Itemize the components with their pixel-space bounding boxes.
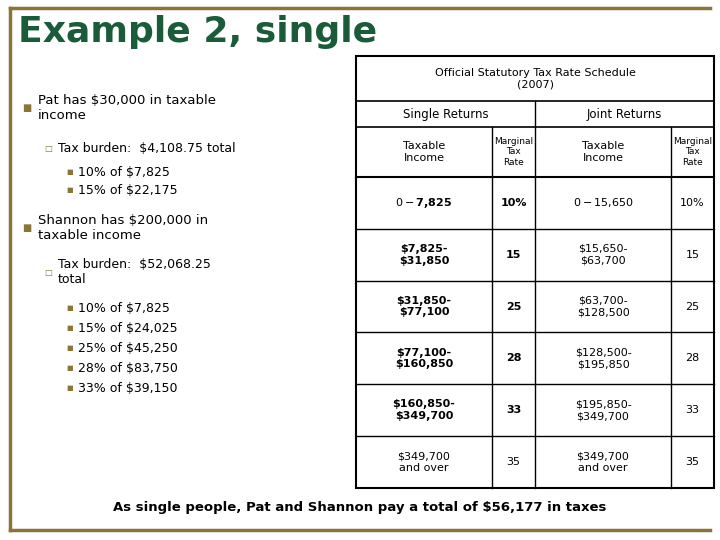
Text: Shannon has $200,000 in
taxable income: Shannon has $200,000 in taxable income — [38, 214, 208, 242]
Text: Pat has $30,000 in taxable
income: Pat has $30,000 in taxable income — [38, 94, 216, 122]
Text: $195,850-
$349,700: $195,850- $349,700 — [575, 400, 631, 421]
Text: ■: ■ — [66, 187, 73, 193]
Text: $77,100-
$160,850: $77,100- $160,850 — [395, 348, 453, 369]
Text: $128,500-
$195,850: $128,500- $195,850 — [575, 348, 631, 369]
Text: 25: 25 — [685, 301, 700, 312]
Text: 28: 28 — [505, 353, 521, 363]
Text: 35: 35 — [507, 457, 521, 467]
Text: 15: 15 — [506, 249, 521, 260]
Text: Tax burden:  $52,068.25
total: Tax burden: $52,068.25 total — [58, 258, 211, 286]
Text: □: □ — [44, 144, 52, 152]
Text: ■: ■ — [66, 385, 73, 391]
Text: $349,700
and over: $349,700 and over — [577, 451, 629, 473]
Text: Single Returns: Single Returns — [402, 107, 488, 121]
Text: ■: ■ — [22, 103, 31, 113]
Text: Marginal
Tax
Rate: Marginal Tax Rate — [673, 137, 712, 167]
Text: 15% of $24,025: 15% of $24,025 — [78, 321, 178, 334]
Text: □: □ — [44, 267, 52, 276]
Text: Official Statutory Tax Rate Schedule
(2007): Official Statutory Tax Rate Schedule (20… — [435, 68, 636, 90]
Text: $0-$7,825: $0-$7,825 — [395, 196, 453, 210]
Text: 25: 25 — [506, 301, 521, 312]
Text: ■: ■ — [66, 305, 73, 311]
Text: Joint Returns: Joint Returns — [587, 107, 662, 121]
Text: Example 2, single: Example 2, single — [18, 15, 377, 49]
Text: ■: ■ — [66, 365, 73, 371]
Text: ■: ■ — [66, 325, 73, 331]
Text: $349,700
and over: $349,700 and over — [397, 451, 451, 473]
Text: 25% of $45,250: 25% of $45,250 — [78, 341, 178, 354]
Text: 15% of $22,175: 15% of $22,175 — [78, 184, 178, 197]
Text: ■: ■ — [66, 345, 73, 351]
Text: As single people, Pat and Shannon pay a total of $56,177 in taxes: As single people, Pat and Shannon pay a … — [113, 501, 607, 514]
Text: $160,850-
$349,700: $160,850- $349,700 — [392, 400, 456, 421]
Text: $0-$15,650: $0-$15,650 — [572, 197, 634, 210]
Text: Taxable
Income: Taxable Income — [403, 141, 445, 163]
Text: $7,825-
$31,850: $7,825- $31,850 — [399, 244, 449, 266]
Text: 10%: 10% — [500, 198, 527, 208]
Text: ■: ■ — [22, 223, 31, 233]
Text: 10% of $7,825: 10% of $7,825 — [78, 165, 170, 179]
Text: $15,650-
$63,700: $15,650- $63,700 — [578, 244, 628, 266]
Bar — [356, 56, 714, 488]
Text: Taxable
Income: Taxable Income — [582, 141, 624, 163]
Text: 15: 15 — [685, 249, 700, 260]
Text: Marginal
Tax
Rate: Marginal Tax Rate — [494, 137, 533, 167]
Text: 10% of $7,825: 10% of $7,825 — [78, 301, 170, 314]
Text: 35: 35 — [685, 457, 700, 467]
Text: $63,700-
$128,500: $63,700- $128,500 — [577, 296, 629, 318]
Text: 28: 28 — [685, 353, 700, 363]
Text: 33: 33 — [506, 405, 521, 415]
Text: 28% of $83,750: 28% of $83,750 — [78, 361, 178, 375]
Text: 10%: 10% — [680, 198, 705, 208]
Text: $31,850-
$77,100: $31,850- $77,100 — [397, 296, 451, 318]
Text: ■: ■ — [66, 169, 73, 175]
Text: 33% of $39,150: 33% of $39,150 — [78, 381, 178, 395]
Text: Tax burden:  $4,108.75 total: Tax burden: $4,108.75 total — [58, 141, 235, 154]
Text: 33: 33 — [685, 405, 700, 415]
